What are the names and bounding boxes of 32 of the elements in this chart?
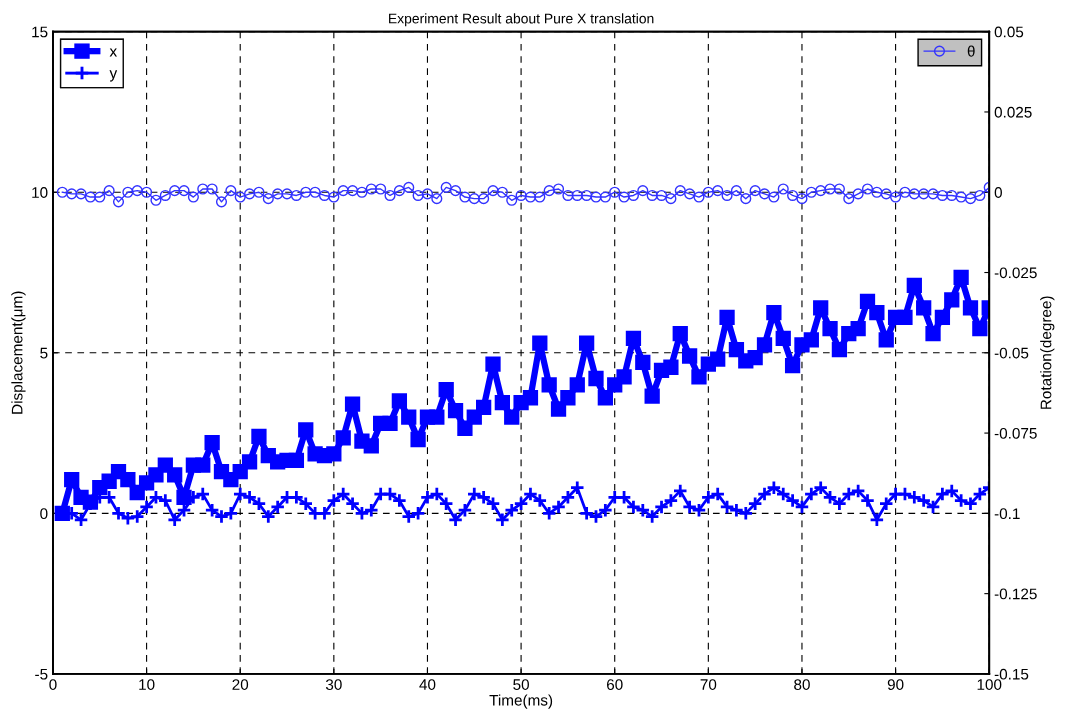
y-tick-label: 10 [32,187,48,198]
x-tick-label: 50 [513,679,529,690]
y2-tick-label: 0 [994,187,1002,198]
chart-title: Experiment Result about Pure X translation [389,13,654,27]
legend-label: x [109,48,117,57]
x-tick-label: 30 [325,679,342,690]
y2-tick-label: -0.05 [994,347,1029,359]
y-tick-label: 15 [32,26,48,38]
y2-tick-label: -0.15 [994,668,1029,680]
y-tick-label: 0 [40,508,48,520]
x-tick-label: 10 [139,679,155,690]
y2-axis-title: Rotation(degree) [1040,296,1055,409]
x-tick-label: 20 [232,679,249,690]
y2-tick-label: -0.075 [994,427,1037,439]
legend-label: y [109,70,118,82]
y2-tick-label: -0.125 [994,588,1037,600]
y2-tick-label: 0.025 [994,106,1032,118]
x-axis-title: Time(ms) [489,694,553,709]
legend-label: θ [967,45,975,57]
x-tick-label: 40 [419,679,436,690]
x-tick-label: 90 [887,679,904,690]
x-tick-label: 100 [977,679,1002,690]
y2-tick-label: 0.05 [994,26,1024,38]
x-tick-label: 0 [49,679,57,690]
y2-tick-label: -0.025 [994,267,1037,279]
x-tick-label: 60 [606,679,623,690]
y2-tick-label: -0.1 [994,508,1020,520]
y-axis-title: Displacement(μm) [11,291,26,414]
x-tick-label: 80 [794,679,810,690]
x-tick-label: 70 [700,679,717,690]
y-tick-label: 5 [40,347,48,359]
y-tick-label: -5 [35,668,48,680]
